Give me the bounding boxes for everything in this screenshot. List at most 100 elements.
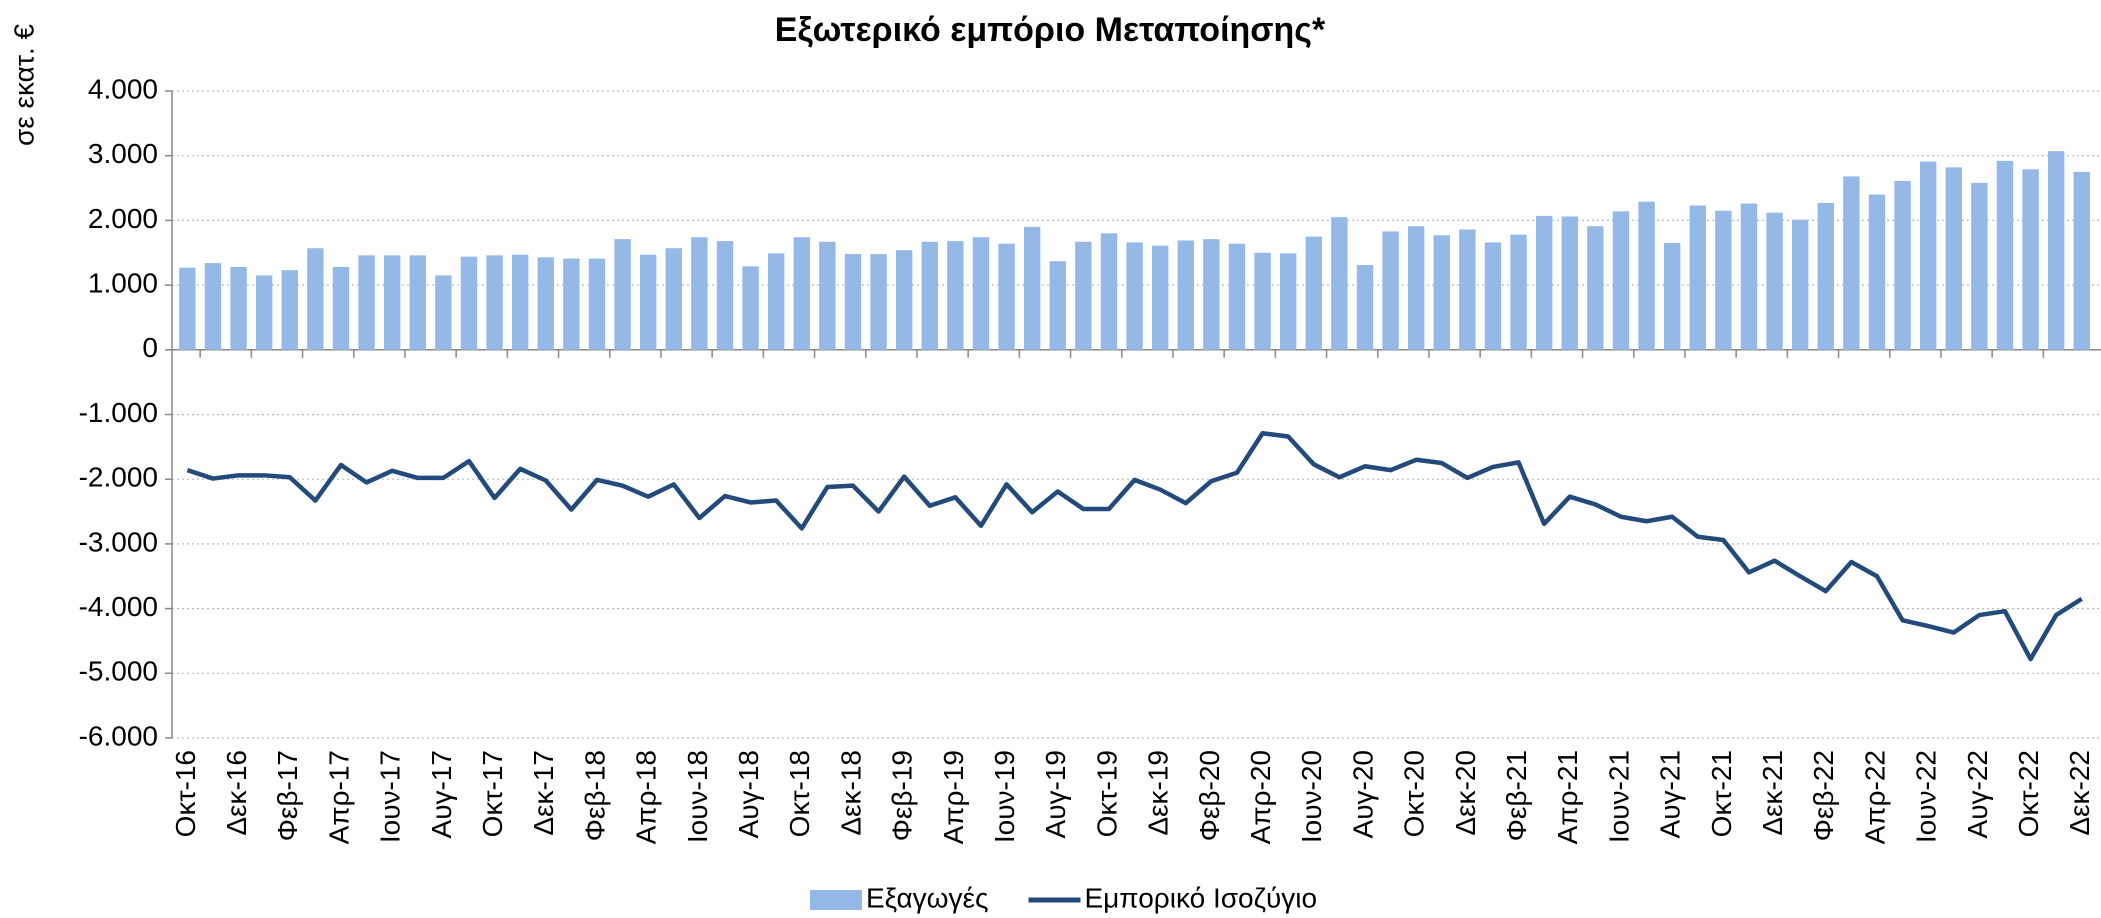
- bar: [1919, 161, 1937, 350]
- y-tick-label: -1.000: [79, 397, 158, 428]
- x-tick-label: Δεκ-19: [1143, 750, 1174, 836]
- bar: [972, 237, 990, 350]
- bar: [639, 254, 657, 350]
- bar: [1151, 245, 1169, 350]
- bar: [1279, 253, 1297, 350]
- bar: [409, 255, 426, 350]
- bar: [383, 255, 401, 350]
- bar: [1740, 203, 1758, 350]
- y-tick-label: -6.000: [79, 720, 158, 751]
- bar: [1023, 226, 1041, 350]
- y-tick-label: -4.000: [79, 591, 158, 622]
- x-tick-label: Αυγ-17: [426, 750, 457, 838]
- bar: [1715, 210, 1732, 350]
- bar: [486, 255, 503, 350]
- x-tick-label: Φεβ-21: [1501, 750, 1532, 841]
- bar: [307, 248, 324, 350]
- y-tick-label: -5.000: [79, 656, 158, 687]
- y-tick-label: -3.000: [79, 526, 158, 557]
- bar: [1177, 240, 1194, 350]
- bar: [1407, 226, 1425, 350]
- bar: [1996, 160, 2014, 350]
- x-tick-label: Οκτ-20: [1399, 750, 1430, 837]
- bar: [1843, 176, 1860, 350]
- bar: [998, 243, 1015, 350]
- bar: [665, 248, 682, 350]
- bar: [2073, 171, 2090, 350]
- bar: [255, 275, 273, 350]
- bar: [1203, 239, 1220, 350]
- bar: [537, 257, 554, 350]
- bar: [1561, 216, 1578, 350]
- line: [186, 431, 2083, 662]
- bar: [895, 250, 913, 350]
- x-tick-label: Αυγ-21: [1655, 750, 1686, 838]
- x-tick-label: Ιουν-17: [375, 750, 406, 843]
- bar: [1766, 212, 1783, 350]
- x-tick-label: Απρ-18: [631, 750, 662, 844]
- x-tick-label: Αυγ-22: [1962, 750, 1993, 838]
- y-tick-label: 2.000: [88, 203, 158, 234]
- bar: [563, 258, 580, 350]
- bar: [1971, 182, 1988, 350]
- bar: [1459, 229, 1476, 350]
- x-tick-label: Οκτ-22: [2013, 750, 2044, 837]
- bar: [1075, 241, 1092, 350]
- bar: [1791, 219, 1809, 350]
- y-axis-label: σε εκατ. €: [8, 24, 39, 146]
- bar: [870, 254, 887, 350]
- bar: [793, 237, 810, 350]
- bar: [179, 267, 196, 350]
- bar: [1126, 242, 1143, 350]
- x-tick-label: Οκτ-17: [477, 750, 508, 837]
- x-tick-label: Δεκ-18: [835, 750, 866, 836]
- legend-swatch: [810, 890, 862, 910]
- bar: [1689, 205, 1706, 350]
- bar: [1100, 233, 1118, 350]
- x-tick-label: Οκτ-18: [784, 750, 815, 837]
- bar: [1433, 235, 1450, 350]
- bar: [1228, 243, 1246, 350]
- bar: [230, 266, 247, 350]
- x-tick-label: Οκτ-21: [1706, 750, 1737, 837]
- bar: [332, 266, 350, 350]
- bar: [1356, 265, 1374, 350]
- x-tick-label: Δεκ-20: [1450, 750, 1481, 836]
- bar: [2022, 169, 2039, 350]
- bar: [1638, 201, 1655, 350]
- y-tick-label: 1.000: [88, 267, 158, 298]
- legend-label: Εξαγωγές: [866, 882, 989, 913]
- x-tick-label: Απρ-17: [323, 750, 354, 844]
- bar: [1331, 217, 1348, 350]
- x-tick-label: Αυγ-20: [1347, 750, 1378, 838]
- bar: [435, 275, 452, 350]
- x-tick-label: Φεβ-19: [887, 750, 918, 841]
- bar: [204, 263, 222, 350]
- x-tick-label: Φεβ-22: [1808, 750, 1839, 841]
- bar: [947, 241, 964, 350]
- bar: [1510, 234, 1527, 350]
- y-tick-label: -2.000: [79, 462, 158, 493]
- bar: [921, 241, 938, 350]
- bar: [844, 254, 862, 350]
- bar: [691, 237, 708, 350]
- bar: [2047, 151, 2065, 350]
- bar: [1484, 242, 1502, 350]
- y-tick-label: 4.000: [88, 73, 158, 104]
- bar: [1587, 226, 1604, 350]
- x-tick-label: Οκτ-16: [170, 750, 201, 837]
- bar: [1663, 243, 1681, 350]
- bar: [1612, 211, 1630, 350]
- bar: [1382, 231, 1399, 350]
- bar: [1817, 202, 1834, 350]
- bar: [1945, 167, 1962, 350]
- x-tick-label: Φεβ-18: [579, 750, 610, 841]
- bar: [614, 239, 631, 350]
- y-tick-label: 3.000: [88, 138, 158, 169]
- bar: [742, 266, 759, 350]
- bar: [767, 253, 785, 350]
- x-tick-label: Αυγ-18: [733, 750, 764, 838]
- x-tick-label: Δεκ-17: [528, 750, 559, 836]
